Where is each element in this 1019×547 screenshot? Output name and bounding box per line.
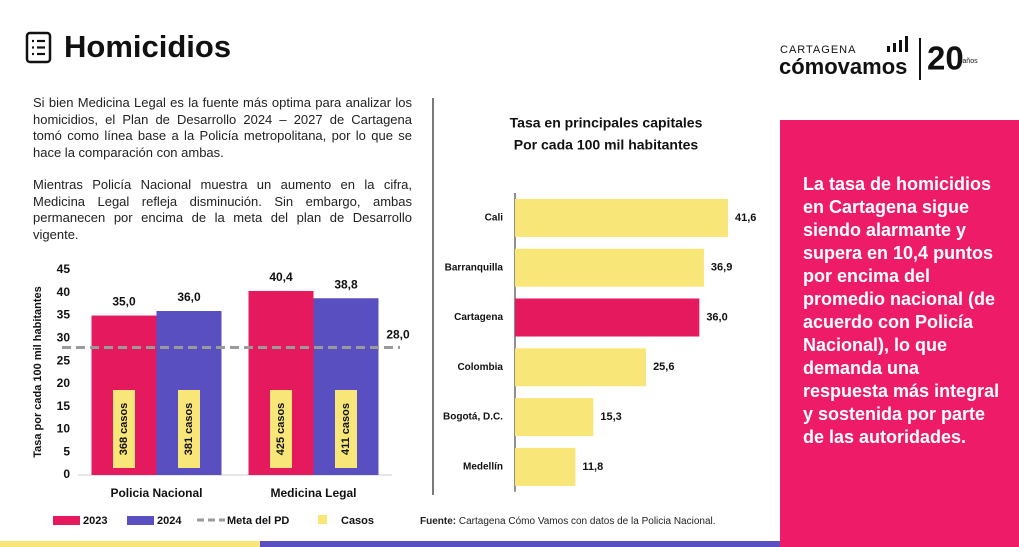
value-label: 36,0 [177,290,201,304]
legend-label: 2023 [83,515,107,527]
value-label: 36,0 [706,311,727,323]
y-tick-label: 30 [57,331,71,345]
cases-label: 381 casos [183,403,195,456]
source: Fuente: Cartagena Cómo Vamos con datos d… [420,516,716,527]
y-tick-label: Colombia [457,362,503,373]
stripe [260,541,780,547]
chart-title: Por cada 100 mil habitantes [514,137,699,153]
cases-label: 411 casos [340,403,352,455]
y-tick-label: 20 [57,376,71,390]
chart-title: Tasa en principales capitales [510,115,703,131]
bar [515,348,647,387]
callout-text: La tasa de homicidios en Cartagena sigue… [803,174,1000,447]
cases-box [270,390,292,468]
y-tick-label: Medellín [463,462,503,473]
y-tick-label: Cali [485,213,504,224]
y-tick-label: Cartagena [454,312,503,323]
legend-label: Casos [341,515,374,527]
y-tick-label: 40 [57,285,71,299]
legend-label: 2024 [157,515,182,527]
y-tick-label: 35 [57,308,71,322]
logo-number: 20 [927,40,964,77]
logo-name: cómovamos [779,54,907,79]
y-tick-label: 45 [57,262,71,276]
list-icon [25,31,52,64]
legend-swatch [53,516,80,525]
y-tick-label: 25 [57,353,71,367]
legend-swatch [127,516,154,525]
bar [515,447,576,486]
logo-top: CARTAGENA [780,44,856,56]
bar [515,248,704,287]
y-tick-label: 10 [57,422,71,436]
value-label: 40,4 [269,270,293,284]
value-label: 15,3 [600,411,621,423]
list-icon-lines [32,39,45,56]
bar [515,298,700,337]
cases-box [178,390,200,468]
legend-swatch [318,515,327,524]
value-label: 36,9 [711,262,732,274]
y-tick-label: 15 [57,399,71,413]
y-tick-label: Bogotá, D.C. [443,412,503,423]
paragraph: Mientras Policía Nacional muestra un aum… [33,177,412,242]
value-label: 11,8 [582,461,603,473]
value-label: 25,6 [653,361,674,373]
cases-label: 425 casos [275,403,287,456]
cases-label: 368 casos [118,403,130,456]
value-label: 35,0 [112,295,136,309]
x-tick-label: Policia Nacional [110,486,202,500]
value-label: 41,6 [735,212,756,224]
source-text: Cartagena Cómo Vamos con datos de la Pol… [458,516,716,527]
source-label: Fuente: [420,516,457,527]
y-tick-label: Barranquilla [445,262,504,273]
page-title: Homicidios [64,29,231,64]
bar [515,198,728,237]
x-tick-label: Medicina Legal [270,486,356,500]
cases-box [113,390,135,468]
legend-label: Meta del PD [227,515,289,527]
logo-bars [887,36,908,52]
y-axis-label: Tasa por cada 100 mil habitantes [32,286,44,458]
cases-box [335,390,357,468]
target-label: 28,0 [386,328,410,342]
value-label: 38,8 [334,277,358,291]
callout-panel: La tasa de homicidios en Cartagena sigue… [780,120,1019,547]
paragraph: Si bien Medicina Legal es la fuente más … [33,95,412,160]
y-tick-label: 0 [63,467,70,481]
logo-sub: años [962,58,978,65]
y-tick-label: 5 [63,444,70,458]
stripe [0,541,260,547]
bar [515,398,594,437]
